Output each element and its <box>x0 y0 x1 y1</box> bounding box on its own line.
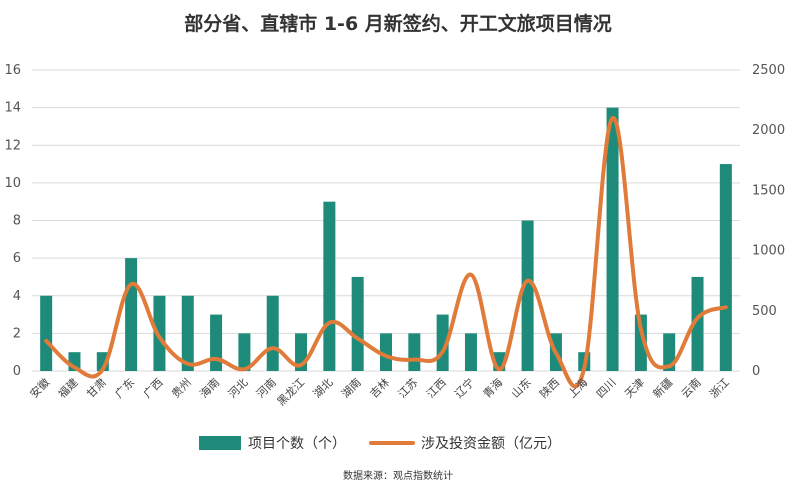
chart-title: 部分省、直辖市 1-6 月新签约、开工文旅项目情况 <box>184 12 612 35</box>
category-label: 河北 <box>226 376 251 401</box>
right-tick-label: 2000 <box>752 123 785 138</box>
right-tick-label: 2500 <box>752 63 785 78</box>
legend-label-line: 涉及投资金额（亿元） <box>421 436 561 452</box>
bar <box>351 276 364 371</box>
category-label: 青海 <box>480 375 505 400</box>
category-label: 安徽 <box>27 375 52 400</box>
legend-swatch-bar <box>199 436 241 450</box>
line-series <box>44 116 728 389</box>
left-tick-label: 16 <box>4 63 21 78</box>
left-tick-label: 0 <box>13 364 21 379</box>
left-tick-label: 10 <box>4 176 21 191</box>
category-label: 广西 <box>141 376 166 401</box>
right-tick-label: 500 <box>752 304 777 319</box>
category-label: 河南 <box>254 376 279 401</box>
gridlines <box>32 69 740 372</box>
bar <box>40 295 53 371</box>
bar <box>238 333 251 371</box>
category-label: 山东 <box>509 376 534 401</box>
category-label: 云南 <box>679 376 704 401</box>
category-label: 黑龙江 <box>275 376 308 409</box>
category-label: 辽宁 <box>452 375 477 400</box>
bar <box>380 333 392 371</box>
right-tick-label: 1000 <box>752 244 785 259</box>
category-labels: 安徽 福建 甘肃 广东 广西 贵州 海南 河北 河南黑龙江 湖北 湖南 吉林 江苏 江西 辽宁 青海 山东 陕西上… <box>27 375 732 408</box>
bar <box>323 201 336 371</box>
left-tick-label: 6 <box>13 251 21 266</box>
right-tick-label: 0 <box>752 364 760 379</box>
category-label: 天津 <box>622 376 647 401</box>
category-label: 湖北 <box>311 376 336 401</box>
bar <box>266 295 279 371</box>
right-tick-label: 1500 <box>752 183 785 198</box>
category-label: 浙江 <box>707 376 732 401</box>
bar <box>153 295 166 371</box>
category-label: 江西 <box>424 376 449 401</box>
left-tick-label: 14 <box>4 101 21 116</box>
category-label: 吉林 <box>367 375 392 400</box>
bar <box>691 276 704 371</box>
category-label: 四川 <box>594 376 619 401</box>
bar <box>634 314 647 371</box>
left-axis-ticks: 0 2 4 6 8 10 12 14 16 <box>4 63 21 379</box>
category-label: 甘肃 <box>84 376 109 401</box>
category-label: 湖南 <box>339 376 364 401</box>
bar <box>719 164 732 371</box>
bar <box>464 333 477 371</box>
investment-line <box>44 116 728 389</box>
category-label: 陕西 <box>537 375 562 400</box>
left-tick-label: 4 <box>13 289 21 304</box>
bar <box>408 333 421 371</box>
right-axis-ticks: 0 500 1000 1500 2000 2500 <box>752 63 785 379</box>
bar <box>663 333 676 371</box>
source-note: 数据来源：观点指数统计 <box>343 469 453 482</box>
bar <box>125 258 138 371</box>
category-label: 福建 <box>55 375 80 400</box>
category-label: 新疆 <box>650 375 675 400</box>
category-label: 广东 <box>112 376 137 401</box>
bar <box>521 220 534 371</box>
category-label: 江苏 <box>396 376 421 401</box>
category-label: 海南 <box>197 375 222 400</box>
legend-label-bar: 项目个数（个） <box>248 436 346 452</box>
left-tick-label: 2 <box>13 326 21 341</box>
left-tick-label: 12 <box>4 138 21 153</box>
bar <box>606 107 619 371</box>
legend: 项目个数（个） 涉及投资金额（亿元） <box>199 436 561 452</box>
bar <box>181 295 194 371</box>
category-label: 贵州 <box>169 376 194 401</box>
bar <box>210 314 223 371</box>
left-tick-label: 8 <box>13 214 21 229</box>
